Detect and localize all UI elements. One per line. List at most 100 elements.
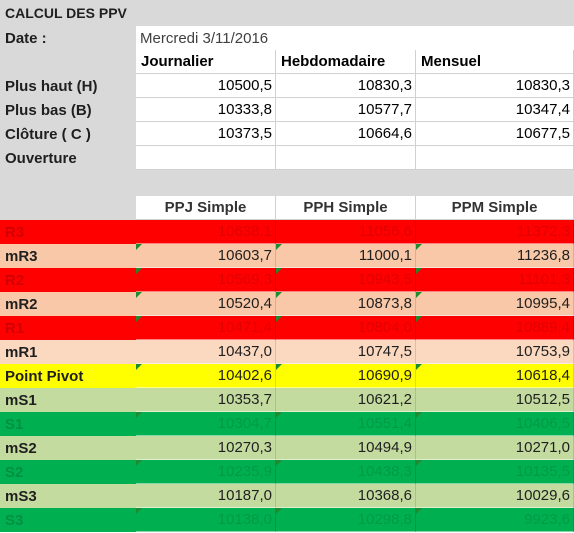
header-journalier[interactable]: Journalier (136, 50, 276, 74)
pivot-row-label[interactable]: mR3 (5, 247, 38, 265)
pivot-cell-value[interactable]: 10437,0 (136, 340, 276, 364)
pivot-cell-value[interactable]: 11101,3 (416, 268, 574, 292)
cell-value[interactable]: 10677,5 (416, 122, 574, 146)
cell-value[interactable]: 10373,5 (136, 122, 276, 146)
pivot-cell-value[interactable]: 10943,5 (276, 268, 416, 292)
pivot-cell-value[interactable]: 10551,4 (276, 412, 416, 436)
sheet-title[interactable]: CALCUL DES PPV (5, 5, 127, 21)
row-label[interactable]: Plus haut (H) (5, 77, 98, 95)
pivot-cell-value[interactable]: 10747,5 (276, 340, 416, 364)
row-label[interactable]: Ouverture (5, 149, 77, 167)
pivot-row-label[interactable]: mS1 (5, 391, 37, 409)
pivot-cell-value[interactable]: 10690,9 (276, 364, 416, 388)
pivot-row: R1 10471,4 10804,0 10889,4 (0, 316, 574, 340)
pivot-cell-value[interactable]: 10520,4 (136, 292, 276, 316)
pivot-cell-value[interactable]: 10889,4 (416, 316, 574, 340)
error-indicator-icon (416, 292, 422, 298)
pivot-cell-value[interactable]: 10494,9 (276, 436, 416, 460)
pivot-cell-value[interactable]: 10353,7 (136, 388, 276, 412)
error-indicator-icon (136, 316, 142, 322)
cell-value[interactable] (136, 146, 276, 170)
header-ppj[interactable]: PPJ Simple (136, 196, 276, 220)
pivot-row-label[interactable]: R1 (5, 319, 25, 337)
date-value[interactable]: Mercredi 3/11/2016 (136, 26, 574, 50)
pivot-cell-value[interactable]: 10235,9 (136, 460, 276, 484)
pivot-cell-value[interactable]: 10569,3 (136, 268, 276, 292)
header-mensuel[interactable]: Mensuel (416, 50, 574, 74)
cell-value[interactable]: 10577,7 (276, 98, 416, 122)
error-indicator-icon (276, 460, 282, 466)
pivot-cell-value[interactable]: 10304,7 (136, 412, 276, 436)
cell-value[interactable]: 10500,5 (136, 74, 276, 98)
header-hebdomadaire[interactable]: Hebdomadaire (276, 50, 416, 74)
pivot-row: S1 10304,7 10551,4 10406,5 (0, 412, 574, 436)
pivot-cell-value[interactable]: 11000,1 (276, 244, 416, 268)
pivot-cell-value[interactable]: 10368,6 (276, 484, 416, 508)
pivot-cell-value[interactable]: 10618,4 (416, 364, 574, 388)
pivot-row-label[interactable]: S2 (5, 463, 24, 481)
cell-value[interactable] (276, 146, 416, 170)
date-row: Date : Mercredi 3/11/2016 (0, 26, 574, 50)
error-indicator-icon (276, 316, 282, 322)
pivot-cell-value[interactable]: 11372,3 (416, 220, 574, 244)
pivot-row-label[interactable]: R3 (5, 223, 25, 241)
pivot-cell-value[interactable]: 10135,5 (416, 460, 574, 484)
pivot-header-row: PPJ Simple PPH Simple PPM Simple (0, 196, 574, 220)
date-label[interactable]: Date : (0, 26, 136, 50)
pivot-row: mS1 10353,7 10621,2 10512,5 (0, 388, 574, 412)
pivot-cell-value[interactable]: 10438,3 (276, 460, 416, 484)
pivot-cell-value[interactable]: 10638,1 (136, 220, 276, 244)
header-ppm[interactable]: PPM Simple (416, 196, 574, 220)
error-indicator-icon (136, 460, 142, 466)
pivot-row-label[interactable]: S1 (5, 415, 24, 433)
header-pph[interactable]: PPH Simple (276, 196, 416, 220)
cell-value[interactable]: 10333,8 (136, 98, 276, 122)
cell-value[interactable]: 10347,4 (416, 98, 574, 122)
error-indicator-icon (276, 268, 282, 274)
error-indicator-icon (136, 508, 142, 514)
pivot-cell-value[interactable]: 10804,0 (276, 316, 416, 340)
pivot-cell-value[interactable]: 10298,8 (276, 508, 416, 532)
error-indicator-icon (276, 508, 282, 514)
pivot-row-label[interactable]: mR2 (5, 295, 38, 313)
pivot-row: Point Pivot 10402,6 10690,9 10618,4 (0, 364, 574, 388)
cell-value[interactable]: 10830,3 (276, 74, 416, 98)
pivot-cell-value[interactable]: 10402,6 (136, 364, 276, 388)
input-row-low: Plus bas (B) 10333,8 10577,7 10347,4 (0, 98, 574, 122)
pivot-cell-value[interactable]: 10029,6 (416, 484, 574, 508)
pivot-row: mS2 10270,3 10494,9 10271,0 (0, 436, 574, 460)
row-label[interactable]: Plus bas (B) (5, 101, 92, 119)
pivot-row-label[interactable]: mR1 (5, 343, 38, 361)
cell-value[interactable]: 10830,3 (416, 74, 574, 98)
pivot-cell-value[interactable]: 10187,0 (136, 484, 276, 508)
pivot-row: R3 10638,1 11056,6 11372,3 (0, 220, 574, 244)
error-indicator-icon (136, 364, 142, 370)
pivot-cell-value[interactable]: 11236,8 (416, 244, 574, 268)
pivot-cell-value[interactable]: 10471,4 (136, 316, 276, 340)
pivot-cell-value[interactable]: 10270,3 (136, 436, 276, 460)
row-label[interactable]: Clôture ( C ) (5, 125, 91, 143)
pivot-row-label[interactable]: mS3 (5, 487, 37, 505)
pivot-cell-value[interactable]: 11056,6 (276, 220, 416, 244)
error-indicator-icon (136, 244, 142, 250)
error-indicator-icon (136, 268, 142, 274)
pivot-cell-value[interactable]: 10406,5 (416, 412, 574, 436)
cell-value[interactable] (416, 146, 574, 170)
pivot-cell-value[interactable]: 10603,7 (136, 244, 276, 268)
pivot-row-label[interactable]: Point Pivot (5, 367, 84, 385)
cell-value[interactable]: 10664,6 (276, 122, 416, 146)
pivot-row-label[interactable]: mS2 (5, 439, 37, 457)
pivot-cell-value[interactable]: 10512,5 (416, 388, 574, 412)
pivot-cell-value[interactable]: 10873,8 (276, 292, 416, 316)
input-row-close: Clôture ( C ) 10373,5 10664,6 10677,5 (0, 122, 574, 146)
pivot-cell-value[interactable]: 9923,6 (416, 508, 574, 532)
pivot-cell-value[interactable]: 10271,0 (416, 436, 574, 460)
error-indicator-icon (416, 364, 422, 370)
pivot-row-label[interactable]: S3 (5, 511, 24, 529)
pivot-cell-value[interactable]: 10753,9 (416, 340, 574, 364)
pivot-cell-value[interactable]: 10138,0 (136, 508, 276, 532)
pivot-cell-value[interactable]: 10621,2 (276, 388, 416, 412)
pivot-row-label[interactable]: R2 (5, 271, 25, 289)
pivot-cell-value[interactable]: 10995,4 (416, 292, 574, 316)
